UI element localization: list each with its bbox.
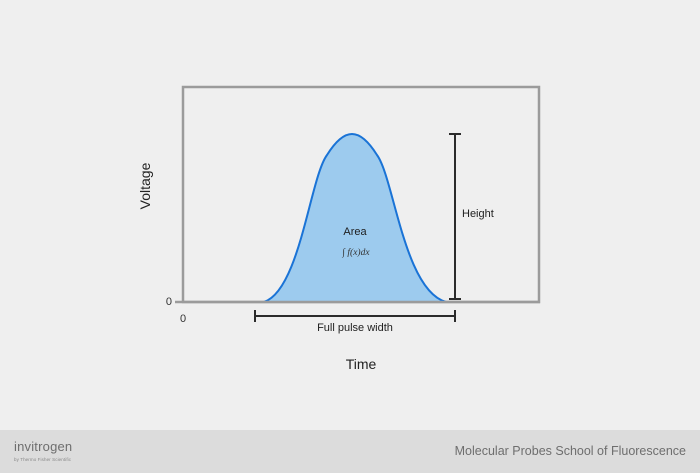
area-formula: ∫ f(x)dx [341,247,370,258]
brand-logo: invitrogen [14,439,73,454]
x-zero-label: 0 [180,313,186,325]
height-label: Height [462,208,494,220]
area-label: Area [343,226,367,238]
brand-subtitle: by Thermo Fisher Scientific [14,457,72,462]
footer-bar: invitrogen by Thermo Fisher Scientific M… [0,430,700,473]
course-title: Molecular Probes School of Fluorescence [454,444,686,458]
x-axis-label: Time [346,356,377,372]
y-axis-label: Voltage [137,162,153,209]
width-label: Full pulse width [317,322,393,334]
pulse-curve [263,132,447,303]
y-zero-label: 0 [166,296,172,308]
pulse-area-fill [264,134,446,302]
